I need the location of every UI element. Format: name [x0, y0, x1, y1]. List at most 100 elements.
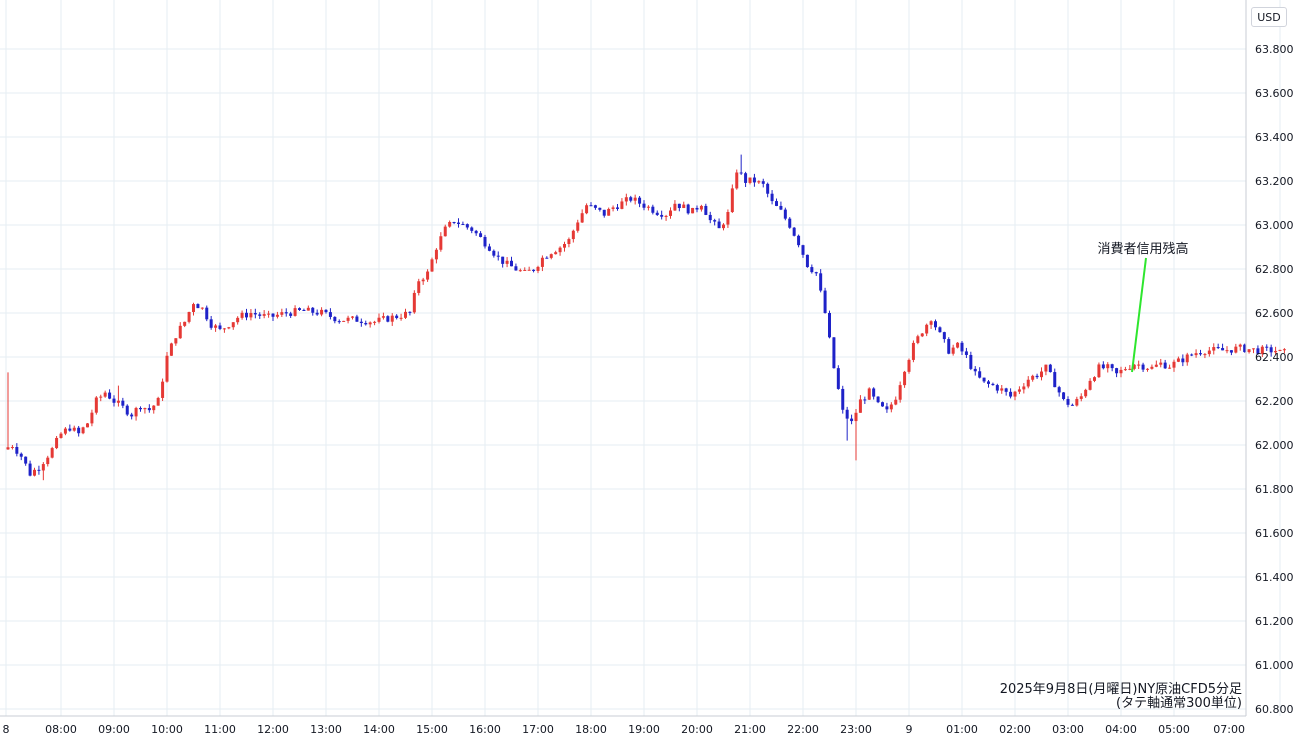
candle-down [501, 256, 505, 264]
candle-down [810, 267, 814, 273]
candle-up [527, 269, 531, 271]
candle-down [589, 205, 593, 207]
candle-down [695, 207, 699, 210]
candle-up [669, 210, 672, 216]
candle-down [386, 316, 390, 322]
candle-down [1190, 354, 1194, 356]
candle-down [395, 315, 399, 319]
candle-up [699, 205, 703, 210]
candle-down [333, 316, 337, 322]
candle-up [1123, 369, 1127, 371]
candle-down [832, 337, 836, 369]
candle-up [59, 433, 63, 438]
candle-up [757, 181, 761, 183]
candle-up [134, 407, 138, 417]
candle-up [306, 307, 310, 311]
candle-down [1048, 364, 1052, 373]
candle-up [417, 281, 421, 293]
candle-down [841, 388, 845, 410]
candle-down [885, 406, 889, 410]
candle-down [1141, 364, 1145, 370]
candle-down [337, 321, 341, 323]
candle-down [139, 407, 142, 410]
candle-down [258, 314, 262, 316]
candle-down [593, 205, 597, 208]
y-tick-label: 61.400 [1255, 571, 1294, 584]
x-tick-label: 01:00 [946, 723, 978, 736]
candle-down [284, 312, 288, 314]
candle-up [152, 405, 156, 411]
candle-up [192, 304, 195, 312]
x-tick-label: 07:00 [1213, 723, 1245, 736]
candle-down [112, 398, 116, 403]
candle-up [86, 423, 89, 428]
candle-down [496, 255, 500, 257]
y-tick-label: 63.600 [1255, 87, 1294, 100]
candle-up [90, 412, 94, 424]
currency-button[interactable]: USD [1251, 7, 1287, 27]
candle-up [611, 207, 615, 209]
candle-up [1022, 386, 1026, 390]
candle-up [1203, 354, 1207, 356]
x-tick-label: 08:00 [45, 723, 77, 736]
candle-down [1216, 347, 1220, 349]
candle-up [439, 236, 443, 250]
candle-down [1057, 387, 1061, 393]
candle-down [677, 203, 681, 209]
candle-down [324, 309, 328, 313]
candle-up [346, 317, 350, 321]
candle-up [200, 307, 204, 309]
candle-down [465, 224, 469, 228]
candle-up [889, 404, 893, 410]
candle-up [735, 172, 739, 189]
candle-up [373, 321, 377, 323]
candle-down [1101, 364, 1105, 369]
candle-up [1274, 350, 1278, 353]
y-tick-label: 61.600 [1255, 527, 1294, 540]
candle-down [492, 250, 496, 256]
candle-down [364, 323, 368, 325]
candle-up [911, 342, 915, 360]
candle-down [995, 385, 999, 391]
candle-up [430, 259, 434, 272]
candle-up [81, 427, 85, 434]
x-tick-label: 16:00 [469, 723, 501, 736]
candle-down [205, 307, 209, 320]
candle-up [540, 257, 544, 267]
y-tick-label: 63.000 [1255, 219, 1294, 232]
candle-up [381, 316, 385, 318]
candle-up [1146, 368, 1149, 370]
annotation-label: 消費者信用残高 [1097, 241, 1188, 257]
candle-down [532, 269, 536, 271]
candle-up [1225, 350, 1229, 352]
candle-up [1207, 350, 1211, 355]
x-tick-label: 19:00 [628, 723, 660, 736]
x-tick-label: 14:00 [363, 723, 395, 736]
x-tick-label: 8 [3, 723, 10, 736]
candle-down [1199, 353, 1202, 355]
candle-down [19, 453, 23, 457]
candle-down [686, 204, 690, 214]
candle-down [828, 312, 831, 338]
candle-down [479, 233, 483, 237]
candle-up [412, 292, 416, 313]
candle-up [620, 201, 624, 209]
candle-down [1066, 399, 1070, 405]
candle-down [752, 177, 756, 183]
candle-down [761, 181, 765, 184]
candle-up [1247, 349, 1251, 353]
candle-up [523, 269, 527, 271]
candle-up [607, 208, 611, 216]
candle-up [554, 252, 558, 255]
x-tick-label: 15:00 [416, 723, 448, 736]
x-tick-label: 10:00 [151, 723, 183, 736]
candle-up [63, 428, 67, 434]
candle-up [236, 317, 240, 323]
y-tick-label: 62.200 [1255, 395, 1294, 408]
candle-up [1040, 371, 1043, 378]
candle-down [642, 203, 646, 208]
candle-down [1009, 391, 1013, 397]
candle-down [108, 392, 112, 399]
candle-up [1093, 377, 1096, 381]
candle-down [616, 207, 619, 209]
